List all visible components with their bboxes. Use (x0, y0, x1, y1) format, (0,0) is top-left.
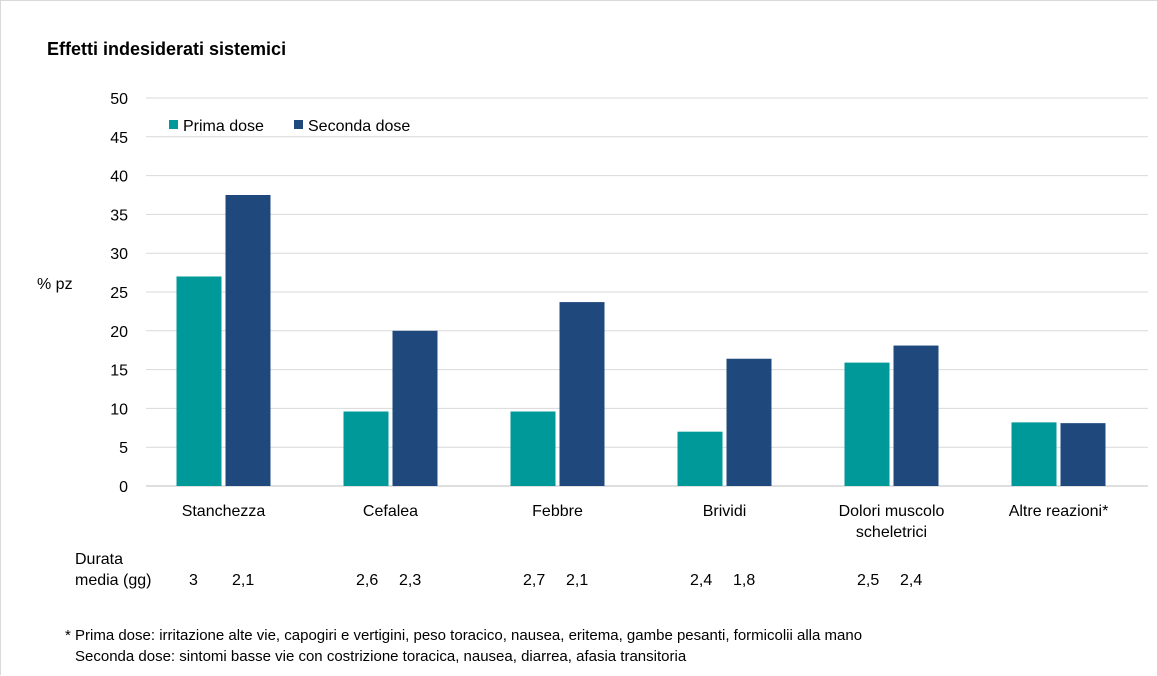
y-tick-label: 25 (110, 285, 128, 302)
y-axis-label: % pz (37, 276, 73, 293)
bar-seconda-dose (392, 330, 438, 486)
x-category-label: Brividi (703, 503, 747, 520)
x-category-label: Altre reazioni* (1009, 503, 1109, 520)
x-category-label: Stanchezza (182, 503, 266, 520)
y-tick-label: 0 (119, 479, 128, 496)
durata-value: 3 (189, 572, 198, 589)
bar-seconda-dose (726, 358, 772, 486)
durata-value: 2,4 (690, 572, 713, 589)
bar-seconda-dose (559, 302, 605, 486)
durata-value: 2,5 (857, 572, 880, 589)
x-category-label: Dolori muscolo (839, 503, 945, 520)
legend-swatch (169, 120, 178, 129)
footnote: * Prima dose: irritazione alte vie, capo… (65, 625, 862, 667)
legend-entry: Seconda dose (308, 118, 410, 135)
durata-value: 2,7 (523, 572, 546, 589)
bar-prima-dose (510, 411, 556, 486)
durata-value: 2,6 (356, 572, 379, 589)
x-category-label: Febbre (532, 503, 583, 520)
y-tick-label: 35 (110, 207, 128, 224)
bar-seconda-dose (893, 345, 939, 486)
durata-value: 2,1 (232, 572, 255, 589)
bar-seconda-dose (225, 195, 271, 486)
bar-seconda-dose (1060, 423, 1106, 486)
y-tick-label: 15 (110, 363, 128, 380)
y-tick-label: 20 (110, 324, 128, 341)
bar-prima-dose (1011, 422, 1057, 486)
durata-value: 2,3 (399, 572, 422, 589)
durata-label: Durata media (gg) (75, 549, 151, 591)
y-tick-label: 10 (110, 401, 128, 418)
legend-entry: Prima dose (183, 118, 264, 135)
durata-value: 1,8 (733, 572, 756, 589)
bar-prima-dose (176, 276, 222, 486)
footnote-line2: Seconda dose: sintomi basse vie con cost… (75, 648, 687, 665)
durata-value: 2,1 (566, 572, 589, 589)
y-tick-label: 30 (110, 246, 128, 263)
bar-prima-dose (343, 411, 389, 486)
y-tick-label: 40 (110, 169, 128, 186)
bar-prima-dose (677, 431, 723, 486)
chart-title: Effetti indesiderati sistemici (47, 39, 287, 59)
y-tick-label: 5 (119, 440, 128, 457)
y-tick-label: 50 (110, 91, 128, 108)
durata-value: 2,4 (900, 572, 923, 589)
bar-prima-dose (844, 362, 890, 486)
legend-swatch (294, 120, 303, 129)
durata-label-line2: media (gg) (75, 572, 152, 589)
y-tick-label: 45 (110, 130, 128, 147)
footnote-line1: * Prima dose: irritazione alte vie, capo… (65, 627, 863, 644)
x-category-label: Cefalea (363, 503, 418, 520)
durata-label-line1: Durata (75, 551, 124, 568)
x-category-label: scheletrici (856, 524, 927, 541)
